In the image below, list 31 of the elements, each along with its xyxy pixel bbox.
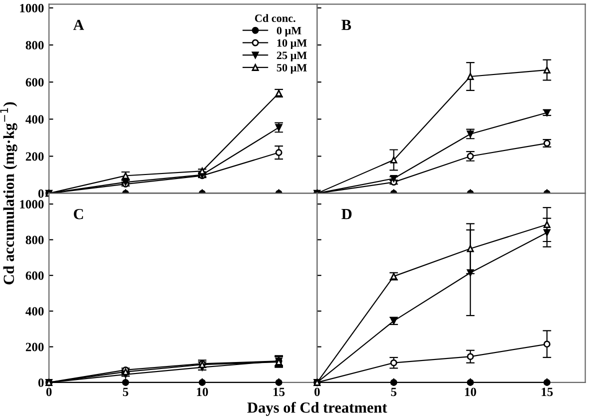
x-tick-label: 0	[46, 388, 52, 396]
legend-title: Cd conc.	[254, 14, 296, 22]
y-tick-label: 800	[26, 236, 44, 244]
y-tick-label: 400	[26, 115, 44, 124]
x-axis-title: Days of Cd treatment	[247, 402, 388, 416]
y-tick-label: 0	[38, 378, 44, 387]
y-tick-label: 0	[38, 189, 44, 198]
annotation: C	[74, 208, 83, 220]
y-tick-label: 600	[26, 271, 44, 280]
x-tick-label: 5	[122, 388, 128, 396]
y-tick-label: 200	[26, 152, 44, 161]
y-tick-label: 1000	[20, 200, 44, 208]
annotation: A	[73, 20, 84, 30]
x-tick-label: 10	[465, 388, 476, 396]
annotation: D	[342, 209, 352, 220]
y-tick-label: 600	[26, 78, 44, 87]
legend-label: 0 μM	[276, 26, 302, 37]
y-tick-label: 1000	[20, 4, 44, 12]
y-tick-label: 200	[26, 342, 44, 352]
y-tick-label: 400	[26, 307, 44, 316]
x-tick-label: 15	[542, 388, 553, 396]
y-axis-title: Cd accumulation (mg·kg$^{−1}$)	[0, 102, 18, 284]
legend-label: 50 μM	[276, 64, 307, 74]
x-tick-label: 0	[314, 388, 320, 396]
x-tick-label: 5	[391, 388, 396, 396]
legend-label: 25 μM	[276, 52, 307, 62]
x-tick-label: 10	[196, 388, 208, 396]
x-tick-label: 15	[274, 388, 285, 396]
legend-label: 10 μM	[277, 39, 307, 49]
y-tick-label: 800	[26, 41, 44, 50]
annotation: B	[342, 20, 352, 30]
